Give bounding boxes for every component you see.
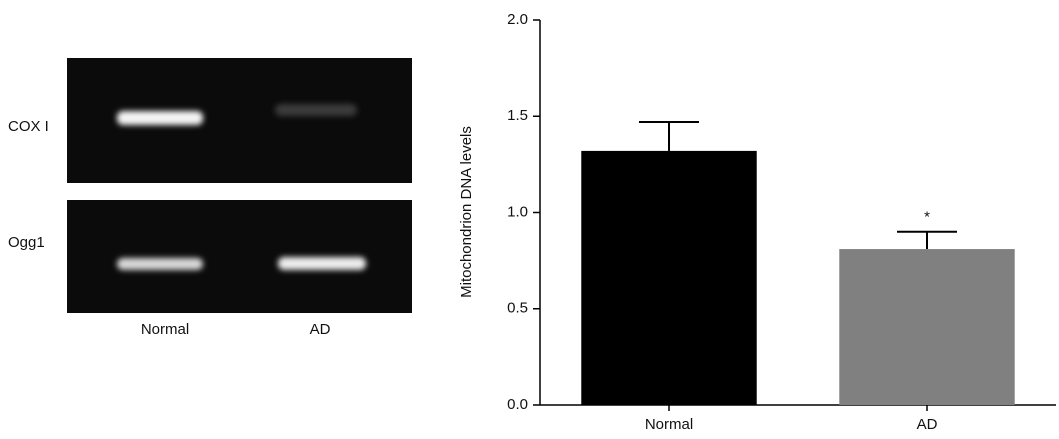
gel-lane-label: AD bbox=[310, 321, 331, 338]
y-axis-label: Mitochondrion DNA levels bbox=[458, 126, 475, 298]
gel-band bbox=[278, 257, 366, 270]
gel-row-label: Ogg1 bbox=[8, 234, 45, 251]
gel-band bbox=[117, 111, 203, 125]
y-tick-label: 1.0 bbox=[507, 203, 528, 220]
figure: COX I Ogg1 Normal AD Mitochondrion DNA l… bbox=[0, 0, 1059, 439]
gel-panel bbox=[67, 200, 412, 313]
y-tick-label: 0.5 bbox=[507, 300, 528, 317]
gel-row-label: COX I bbox=[8, 118, 49, 135]
gel-lane-label: Normal bbox=[141, 321, 189, 338]
bar bbox=[581, 151, 756, 405]
x-tick-label: Normal bbox=[645, 416, 693, 433]
gel: COX I Ogg1 Normal AD bbox=[8, 58, 412, 338]
y-tick-label: 0.0 bbox=[507, 396, 528, 413]
gel-band bbox=[117, 258, 203, 270]
x-tick-label: AD bbox=[917, 416, 938, 433]
bar bbox=[839, 249, 1014, 405]
y-tick-label: 1.5 bbox=[507, 107, 528, 124]
significance-marker: * bbox=[924, 209, 930, 226]
gel-band bbox=[275, 104, 357, 116]
y-tick-label: 2.0 bbox=[507, 11, 528, 28]
